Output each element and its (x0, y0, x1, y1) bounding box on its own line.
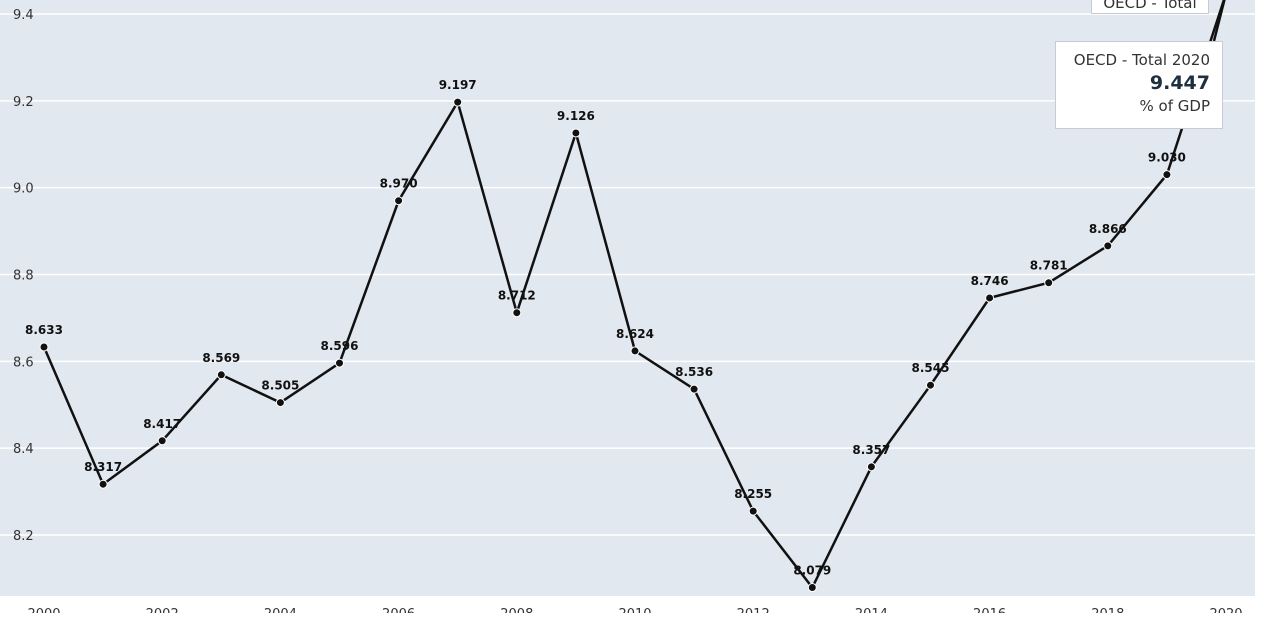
data-point[interactable] (807, 583, 817, 593)
data-label: 8.505 (261, 379, 299, 393)
y-tick-label: 9.2 (13, 95, 34, 110)
data-label: 8.746 (971, 274, 1009, 288)
data-point[interactable] (748, 506, 758, 516)
x-tick-label: 2018 (1091, 607, 1124, 613)
tooltip-connector (1212, 0, 1226, 42)
y-axis-ticks: 8.2 8.4 8.6 8.8 9.0 9.2 9.4 (13, 8, 34, 544)
x-tick-label: 2012 (737, 607, 770, 613)
data-label: 9.030 (1148, 151, 1186, 165)
data-label: 9.197 (439, 78, 477, 92)
x-tick-label: 2002 (146, 607, 179, 613)
series-name-tag: OECD - Total (1091, 0, 1209, 14)
y-tick-label: 8.6 (13, 355, 34, 370)
data-point[interactable] (630, 346, 640, 356)
grid-lines (0, 13, 1255, 536)
tooltip-unit: % of GDP (1139, 97, 1210, 115)
data-label: 8.866 (1089, 222, 1127, 236)
y-tick-label: 8.2 (13, 529, 34, 544)
x-tick-label: 2010 (618, 607, 651, 613)
data-point[interactable] (985, 293, 995, 303)
data-label: 8.633 (25, 323, 63, 337)
data-label: 8.357 (852, 443, 890, 457)
y-tick-label: 8.4 (13, 442, 34, 457)
x-tick-label: 2006 (382, 607, 415, 613)
data-label: 8.255 (734, 487, 772, 501)
data-labels: 8.633 8.317 8.417 8.569 8.505 8.596 8.970 9.197… (25, 78, 1186, 577)
x-tick-label: 2000 (27, 607, 60, 613)
x-tick-label: 2008 (500, 607, 533, 613)
data-point[interactable] (275, 398, 285, 408)
y-tick-label: 9.0 (13, 182, 34, 197)
data-point[interactable] (571, 128, 581, 138)
data-label: 9.126 (557, 109, 595, 123)
x-tick-label: 2014 (855, 607, 888, 613)
data-label: 8.417 (143, 417, 181, 431)
data-label: 8.624 (616, 327, 654, 341)
data-point[interactable] (453, 97, 463, 107)
data-point[interactable] (394, 196, 404, 206)
data-point[interactable] (157, 436, 167, 446)
tooltip-value: 9.447 (1149, 72, 1210, 94)
data-point[interactable] (1162, 170, 1172, 180)
data-label: 8.536 (675, 365, 713, 379)
data-point[interactable] (216, 370, 226, 380)
tooltip-header: OECD - Total 2020 (1073, 51, 1210, 69)
x-tick-label: 2004 (264, 607, 297, 613)
data-point[interactable] (1044, 278, 1054, 288)
data-label: 8.781 (1030, 259, 1068, 273)
data-point[interactable] (866, 462, 876, 472)
tooltip: OECD - Total 2020 9.447 % of GDP (1055, 41, 1223, 129)
data-label: 8.970 (380, 177, 418, 191)
data-points (39, 97, 1172, 593)
data-point[interactable] (512, 308, 522, 318)
data-point[interactable] (926, 380, 935, 390)
data-label: 8.596 (321, 339, 359, 353)
x-axis-ticks: 2000 2002 2004 2006 2008 2010 2012 2014 2016 2018… (27, 607, 1242, 617)
data-point[interactable] (39, 342, 49, 352)
data-point[interactable] (689, 384, 699, 394)
data-point[interactable] (98, 479, 108, 489)
y-tick-label: 9.4 (13, 8, 34, 23)
x-tick-label: 2016 (973, 607, 1006, 613)
data-point[interactable] (1103, 241, 1113, 251)
data-label: 8.079 (793, 564, 831, 578)
plot-background (0, 0, 1255, 596)
y-tick-label: 8.8 (13, 269, 34, 284)
data-point[interactable] (335, 358, 344, 368)
data-label: 8.569 (202, 351, 240, 365)
x-tick-label: 2020 (1209, 607, 1242, 613)
data-label: 8.545 (912, 361, 950, 375)
data-label: 8.317 (84, 460, 122, 474)
data-label: 8.712 (498, 289, 536, 303)
